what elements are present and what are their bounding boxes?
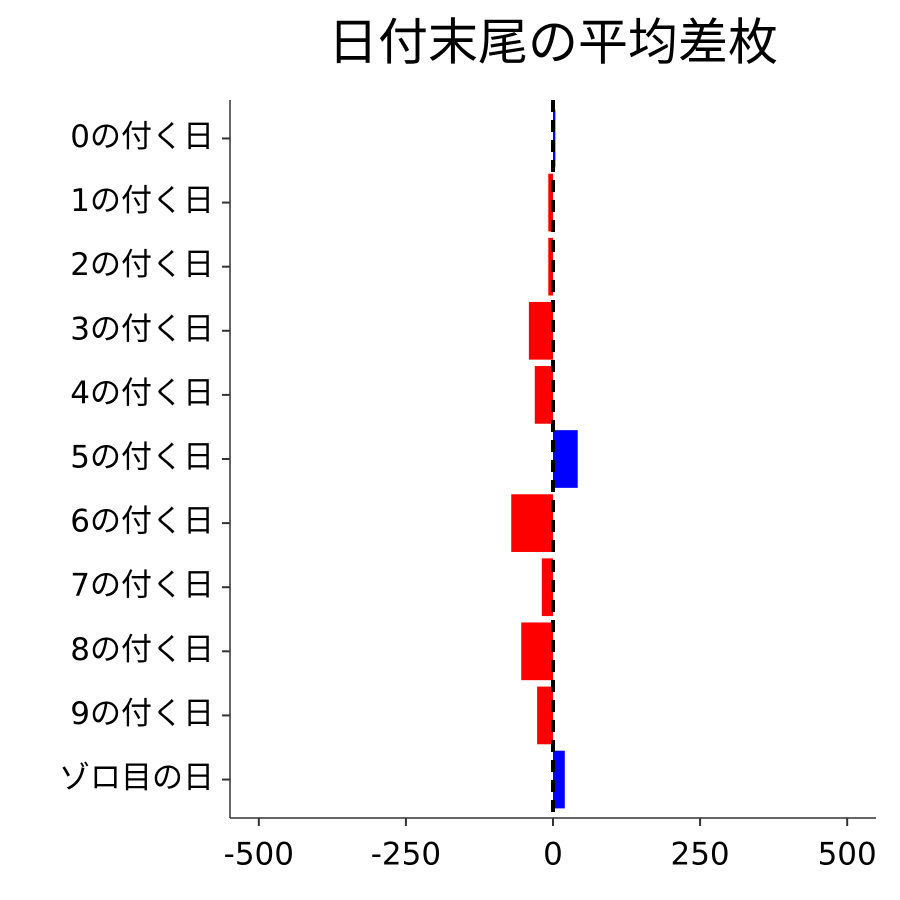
bar (553, 430, 578, 488)
bar (534, 366, 553, 424)
y-tick-label: 8の付く日 (70, 632, 214, 668)
x-tick-label: 250 (670, 837, 729, 873)
bar (528, 301, 553, 360)
bar (537, 686, 553, 745)
bar (548, 237, 553, 296)
y-tick-label: 9の付く日 (70, 696, 214, 732)
bar (521, 622, 553, 681)
bar (541, 558, 553, 617)
chart-title: 日付末尾の平均差枚 (328, 14, 778, 72)
bar (553, 109, 556, 168)
y-tick-label: 0の付く日 (70, 119, 214, 155)
bar (553, 750, 565, 809)
x-tick-label: -250 (371, 837, 441, 873)
y-tick-label: 4の付く日 (70, 375, 214, 411)
x-tick-label: 500 (818, 837, 877, 873)
y-tick-label: 3の付く日 (70, 311, 214, 347)
x-tick-label: 0 (543, 837, 563, 873)
bar (511, 494, 553, 552)
bar (548, 173, 553, 232)
y-tick-label: 7の付く日 (70, 568, 214, 604)
x-tick-label: -500 (224, 837, 294, 873)
y-tick-label: 2の付く日 (70, 247, 214, 283)
y-tick-label: 1の付く日 (70, 183, 214, 219)
y-tick-label: ゾロ目の日 (59, 760, 214, 796)
y-tick-label: 6の付く日 (70, 504, 214, 540)
y-tick-label: 5の付く日 (70, 440, 214, 476)
